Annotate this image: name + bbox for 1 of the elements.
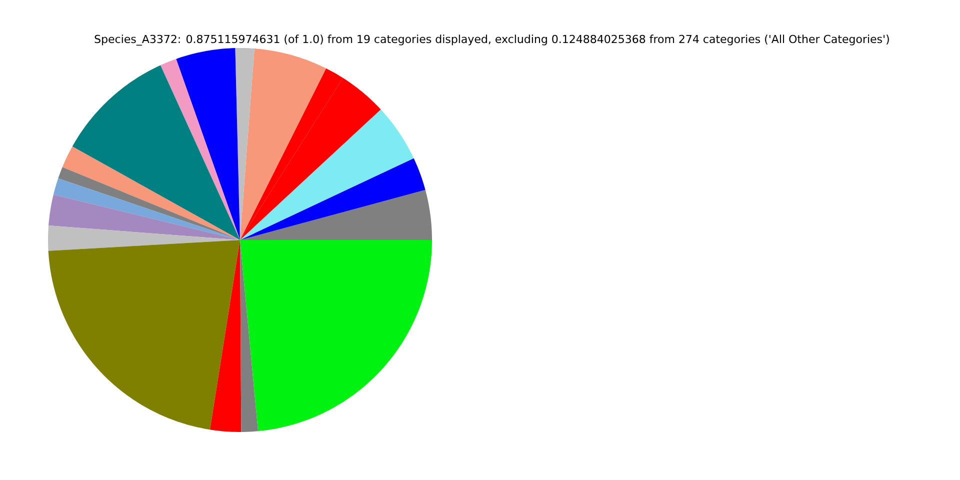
text: Species_A3372: 0.875115974631 (of 1.0) from 19 categories displayed, excluding 0.124884025368 from 274 categories ('All Other Categories') [94,34,889,46]
